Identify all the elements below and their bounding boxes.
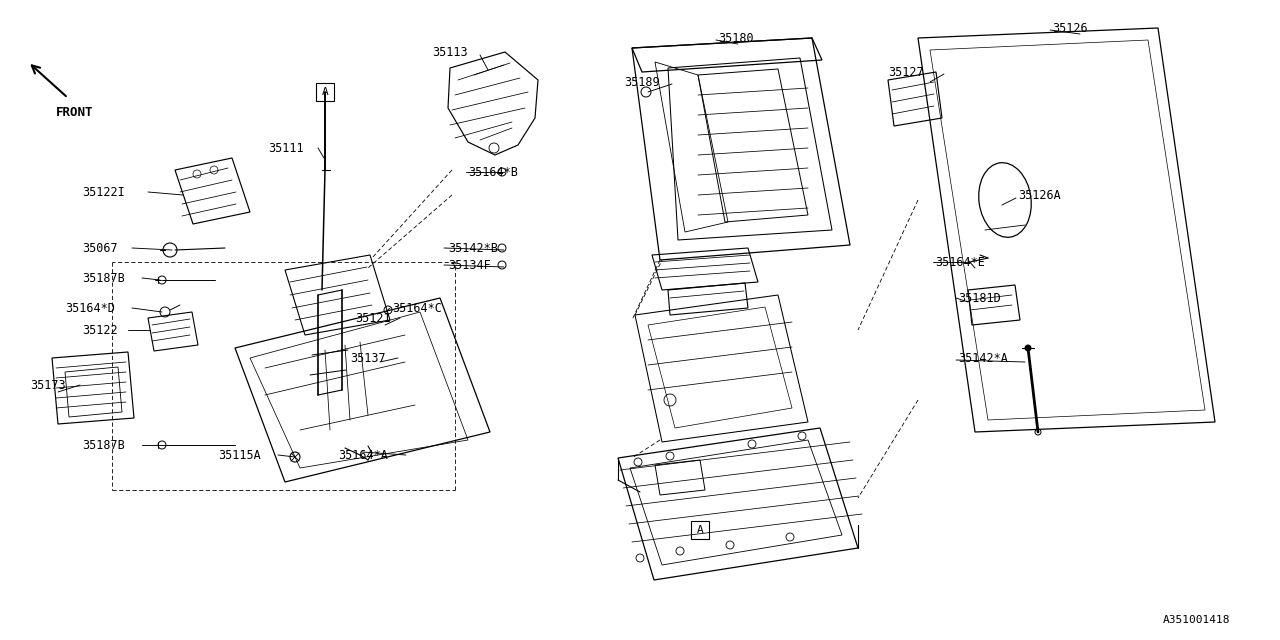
- Text: 35126: 35126: [1052, 22, 1088, 35]
- Text: 35122I: 35122I: [82, 186, 124, 198]
- Text: 35121: 35121: [355, 312, 390, 324]
- Bar: [691, 521, 709, 539]
- Text: 35164*D: 35164*D: [65, 301, 115, 314]
- Text: 35173: 35173: [29, 378, 65, 392]
- Text: 35180: 35180: [718, 31, 754, 45]
- Text: 35189: 35189: [625, 76, 659, 88]
- Text: 35067: 35067: [82, 241, 118, 255]
- Text: 35113: 35113: [433, 45, 467, 58]
- Text: FRONT: FRONT: [56, 106, 93, 118]
- Text: 35164*B: 35164*B: [468, 166, 518, 179]
- Text: 35164*A: 35164*A: [338, 449, 388, 461]
- Text: 35181D: 35181D: [957, 291, 1001, 305]
- Text: 35137: 35137: [349, 351, 385, 365]
- Text: 35187B: 35187B: [82, 271, 124, 285]
- Text: 35115A: 35115A: [218, 449, 261, 461]
- Text: A: A: [696, 525, 704, 535]
- Text: A: A: [321, 87, 329, 97]
- Text: 35127: 35127: [888, 65, 924, 79]
- Text: A351001418: A351001418: [1162, 615, 1230, 625]
- Text: 35122: 35122: [82, 323, 118, 337]
- Text: 35134F: 35134F: [448, 259, 490, 271]
- Text: 35126A: 35126A: [1018, 189, 1061, 202]
- Text: 35142*A: 35142*A: [957, 351, 1007, 365]
- Text: 35164*C: 35164*C: [392, 301, 442, 314]
- Text: 35142*B: 35142*B: [448, 241, 498, 255]
- Circle shape: [1025, 345, 1030, 351]
- Text: 35187B: 35187B: [82, 438, 124, 451]
- Bar: [316, 83, 334, 101]
- Text: 35111: 35111: [268, 141, 303, 154]
- Text: 35164*E: 35164*E: [934, 255, 984, 269]
